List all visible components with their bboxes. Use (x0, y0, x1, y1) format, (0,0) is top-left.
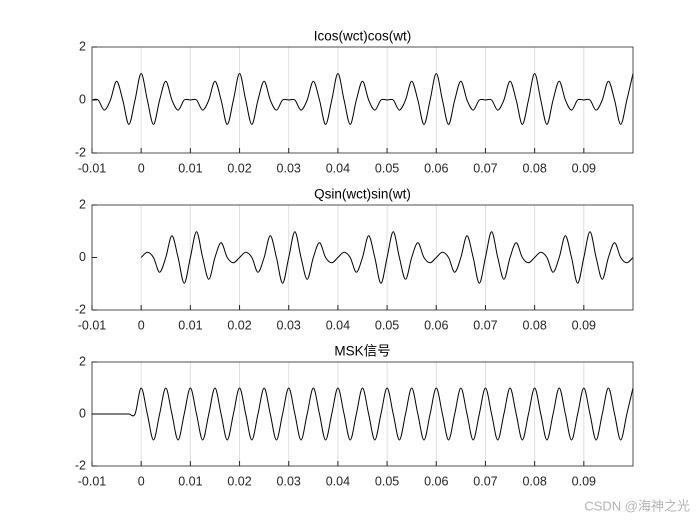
axes-frame (91, 46, 634, 154)
chart-title: Qsin(wct)sin(wt) (314, 187, 411, 202)
x-tick-label: 0.09 (572, 474, 596, 488)
x-tick-label: 0.02 (227, 161, 251, 175)
x-tick-label: 0.08 (522, 318, 546, 332)
x-tick-label: -0.01 (78, 318, 107, 332)
x-tick-label: 0.08 (522, 161, 546, 175)
x-tick-label: 0.07 (473, 318, 497, 332)
x-tick-label: 0.03 (277, 161, 301, 175)
axes-background (92, 47, 633, 153)
axes-background (92, 362, 633, 466)
signal-line (91, 387, 634, 441)
chart-title: Icos(wct)cos(wt) (314, 29, 412, 44)
y-tick-label: 0 (79, 250, 86, 264)
x-tick-label: 0.04 (326, 318, 350, 332)
x-tick-label: 0.03 (277, 474, 301, 488)
y-tick-label: -2 (75, 302, 86, 316)
chart-title: MSK信号 (334, 344, 390, 359)
y-tick-label: 0 (79, 406, 86, 420)
y-tick-label: -2 (75, 458, 86, 472)
x-tick-label: 0.09 (572, 318, 596, 332)
y-tick-label: 0 (79, 92, 86, 106)
signal-line (140, 231, 634, 284)
x-tick-label: 0.06 (424, 161, 448, 175)
x-tick-label: 0.06 (424, 318, 448, 332)
x-tick-label: 0.04 (326, 474, 350, 488)
y-tick-label: 2 (79, 39, 86, 53)
x-tick-label: 0.03 (277, 318, 301, 332)
x-tick-label: -0.01 (78, 161, 107, 175)
y-tick-label: 2 (79, 354, 86, 368)
x-tick-label: 0.05 (375, 318, 399, 332)
x-tick-label: 0.01 (178, 318, 202, 332)
y-tick-label: -2 (75, 145, 86, 159)
x-tick-label: 0.04 (326, 161, 350, 175)
x-tick-label: 0.05 (375, 161, 399, 175)
x-tick-label: 0 (138, 474, 145, 488)
x-tick-label: 0.06 (424, 474, 448, 488)
x-tick-label: 0.07 (473, 474, 497, 488)
y-tick-label: 2 (79, 197, 86, 211)
x-tick-label: 0.05 (375, 474, 399, 488)
x-tick-label: 0 (138, 318, 145, 332)
x-tick-label: 0.07 (473, 161, 497, 175)
x-tick-label: 0.01 (178, 161, 202, 175)
x-tick-label: 0.01 (178, 474, 202, 488)
signal-line (91, 72, 634, 125)
x-tick-label: 0.08 (522, 474, 546, 488)
x-tick-label: -0.01 (78, 474, 107, 488)
axes-frame (91, 204, 634, 311)
watermark: CSDN @海神之光 (584, 498, 690, 513)
x-tick-label: 0.02 (227, 474, 251, 488)
x-tick-label: 0.09 (572, 161, 596, 175)
axes-frame (91, 361, 634, 467)
x-tick-label: 0 (138, 161, 145, 175)
x-tick-label: 0.02 (227, 318, 251, 332)
